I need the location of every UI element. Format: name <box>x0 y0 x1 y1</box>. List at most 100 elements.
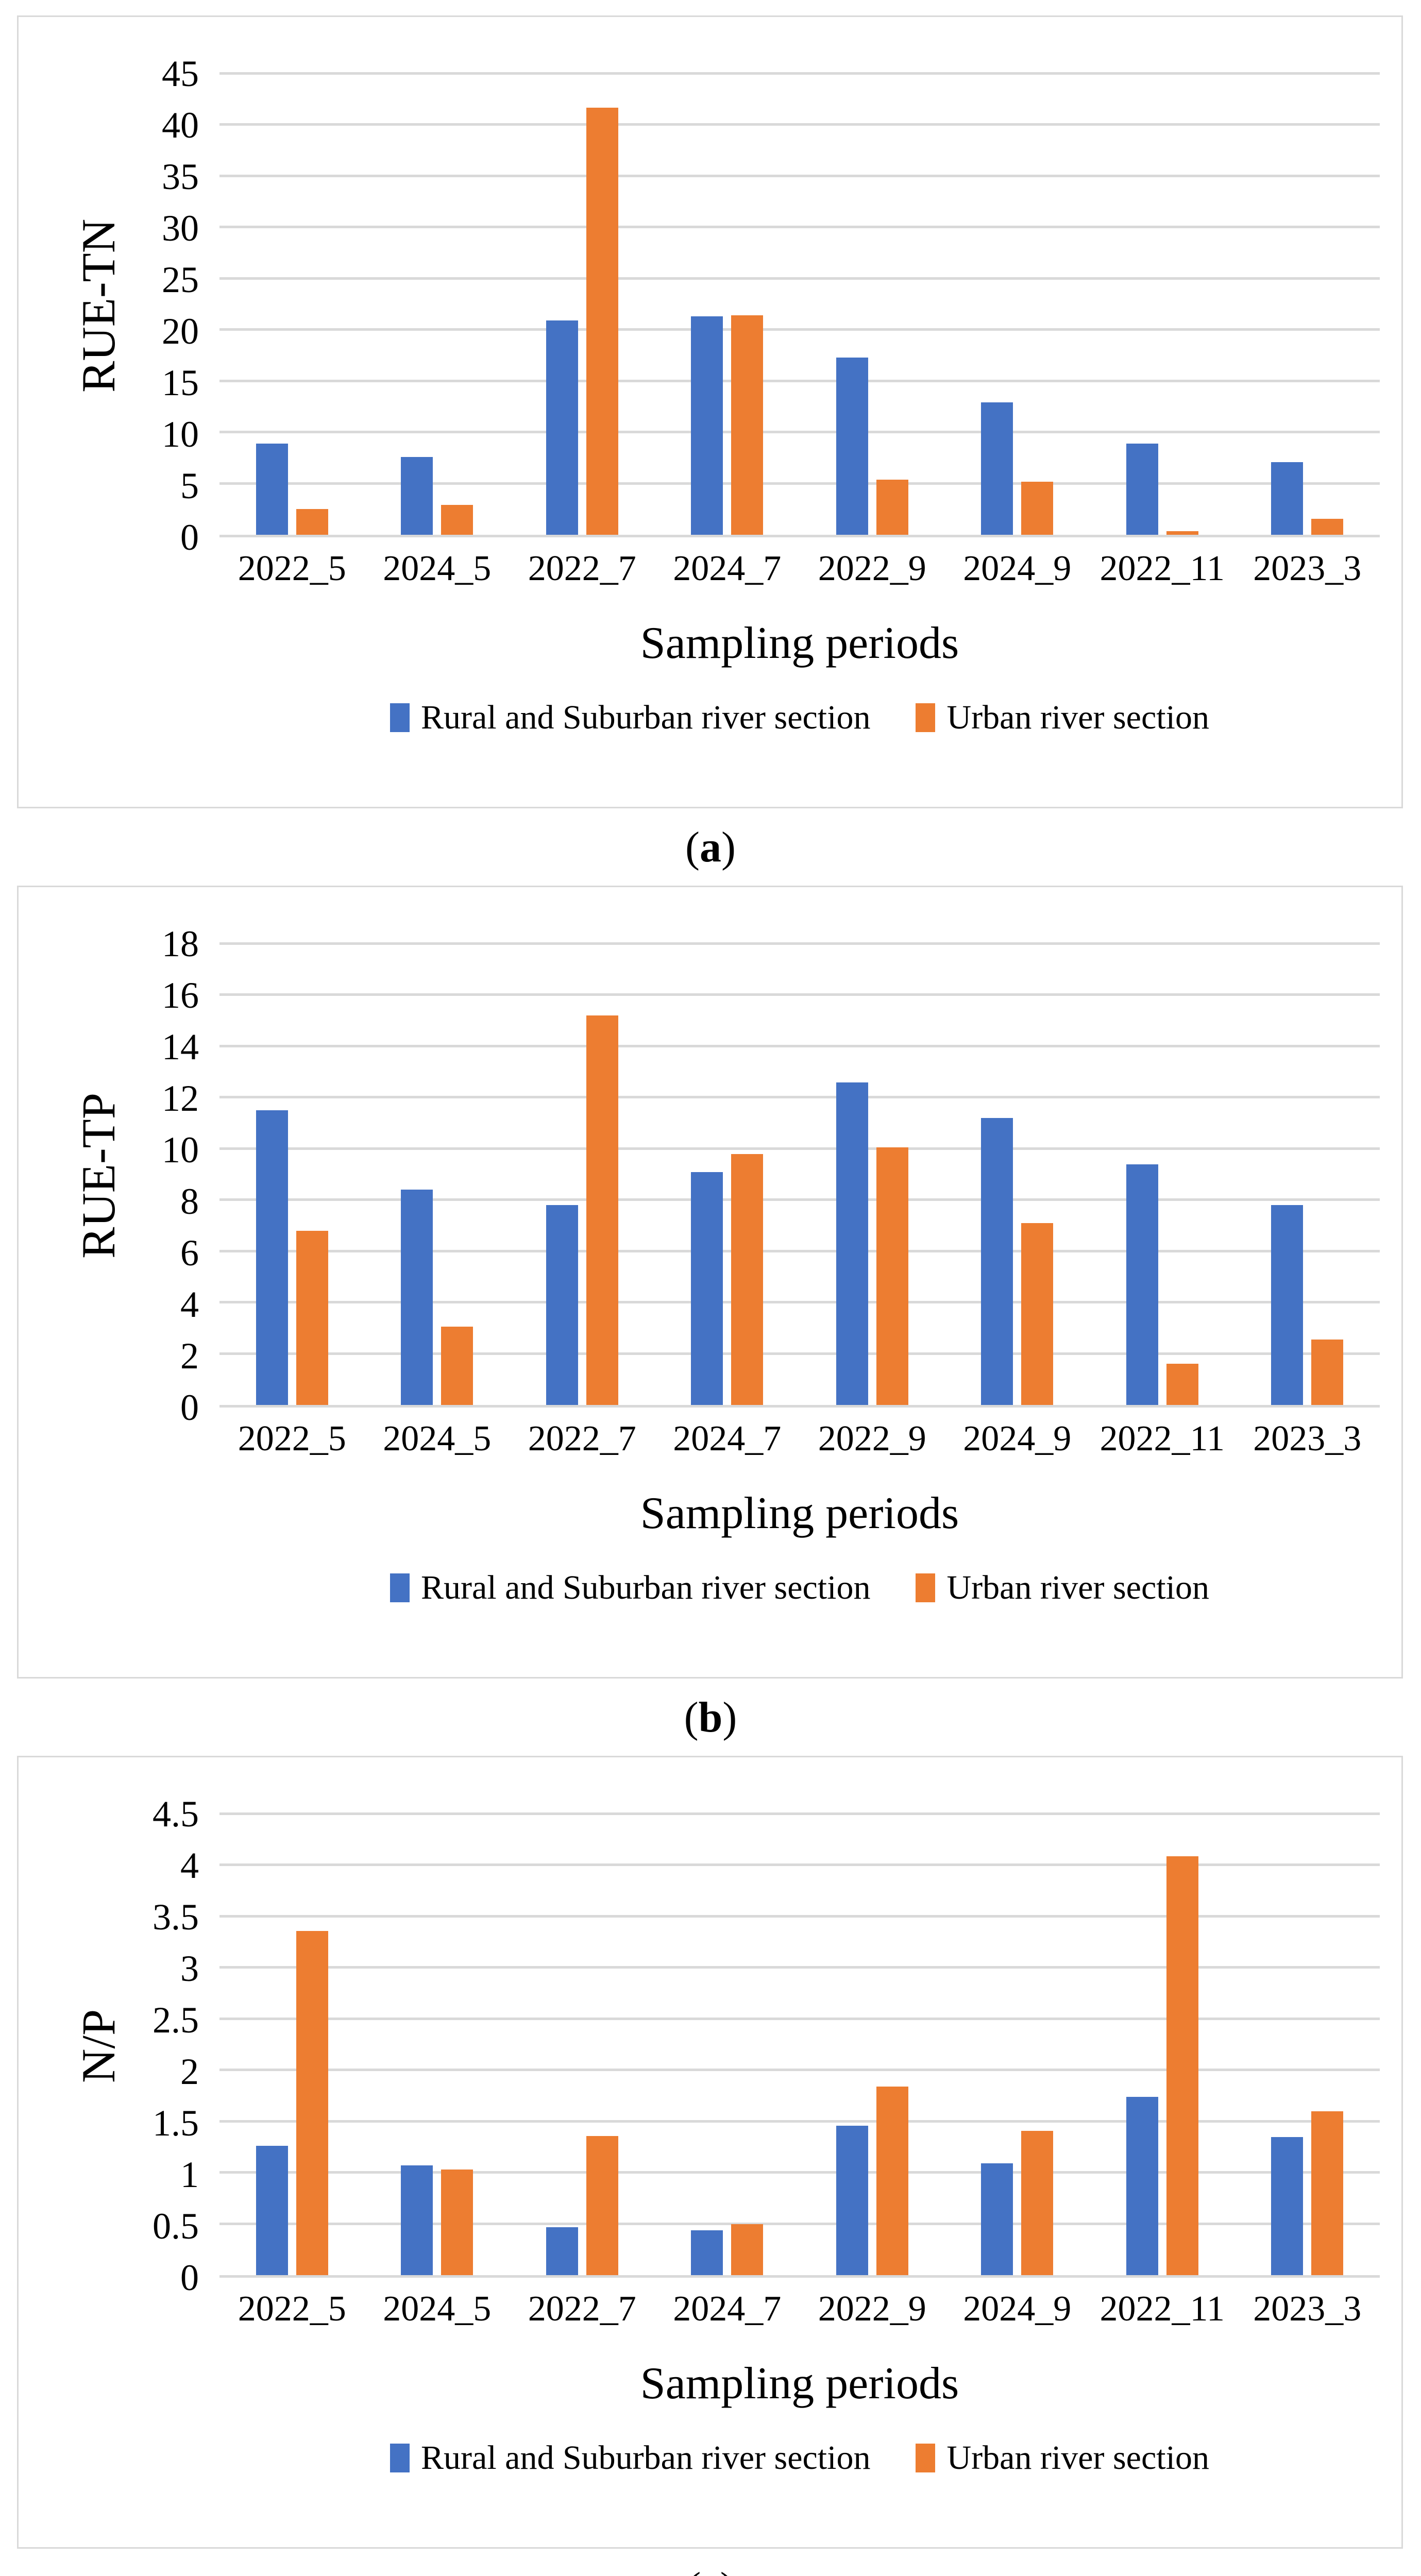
figure-caption-a: (a) <box>0 808 1421 886</box>
y-tick-label: 0 <box>180 2257 199 2298</box>
bar-urban <box>441 1327 473 1405</box>
caption-letter: a <box>700 823 721 871</box>
y-tick-label: 1.5 <box>153 2103 199 2144</box>
y-tick-label: 3 <box>180 1948 199 1990</box>
bar-group <box>1235 74 1380 535</box>
plot-area <box>219 942 1380 1408</box>
x-tick-label: 2022_5 <box>238 549 346 588</box>
gridline <box>219 2120 1380 2123</box>
legend-swatch <box>390 1573 410 1602</box>
bar-group <box>945 1814 1090 2275</box>
x-axis-tick-labels: 2022_5 2024_5 2022_7 2024_7 2022_9 2024_9 2022… <box>219 2278 1380 2342</box>
y-tick-label: 0 <box>180 517 199 558</box>
bar-group <box>510 944 655 1405</box>
y-tick-label: 45 <box>162 53 199 94</box>
gridline <box>219 942 1380 945</box>
bar-group <box>1090 1814 1235 2275</box>
y-tick-label: 40 <box>162 105 199 146</box>
gridline <box>219 482 1380 485</box>
bar-group <box>365 74 510 535</box>
y-tick-label: 14 <box>162 1026 199 1067</box>
bar-group <box>945 944 1090 1405</box>
bar-rural-suburban <box>691 316 723 535</box>
bar-rural-suburban <box>401 2165 433 2275</box>
gridline <box>219 379 1380 382</box>
plot-area-wrap: N/P 0 0.5 1 1.5 2 2.5 3 3.5 4 4.5 <box>19 1757 1401 2296</box>
x-tick-label: 2022_9 <box>818 549 926 588</box>
x-axis-tick-labels: 2022_5 2024_5 2022_7 2024_7 2022_9 2024_9 2022… <box>219 537 1380 602</box>
figure-caption-c: (c) <box>0 2549 1421 2576</box>
bar-rural-suburban <box>401 1190 433 1405</box>
legend-item-rural-suburban: Rural and Suburban river section <box>390 2438 870 2478</box>
chart-panel-b: RUE-TP 0 2 4 6 8 10 12 14 16 18 2022_5 2024_5 2022_… <box>17 886 1403 1679</box>
gridline <box>219 1301 1380 1304</box>
bar-urban <box>296 1930 328 2275</box>
y-tick-label: 2 <box>180 1335 199 1377</box>
y-tick-label: 12 <box>162 1078 199 1120</box>
gridline <box>219 1147 1380 1150</box>
legend-label: Urban river section <box>946 1569 1209 1606</box>
caption-letter: b <box>698 1693 723 1741</box>
y-tick-label: 8 <box>180 1181 199 1222</box>
caption-paren: ( <box>686 2563 701 2576</box>
legend-swatch <box>390 2444 410 2472</box>
bar-group <box>1090 74 1235 535</box>
y-axis-ticks: 0 0.5 1 1.5 2 2.5 3 3.5 4 4.5 <box>129 1795 199 2296</box>
gridline <box>219 72 1380 75</box>
x-tick-label: 2023_3 <box>1253 1419 1362 1459</box>
y-tick-label: 0 <box>180 1387 199 1428</box>
x-tick-label: 2024_9 <box>963 2289 1072 2329</box>
bar-rural-suburban <box>546 1205 578 1405</box>
y-tick-label: 25 <box>162 259 199 300</box>
bar-urban <box>876 1147 908 1405</box>
x-tick-label: 2024_7 <box>673 549 782 588</box>
bars-layer <box>219 74 1380 535</box>
bar-urban <box>586 2136 618 2275</box>
bar-group <box>510 1814 655 2275</box>
bar-rural-suburban <box>401 456 433 535</box>
legend-label: Urban river section <box>946 699 1209 736</box>
x-axis-title: Sampling periods <box>640 1488 959 1538</box>
legend-swatch <box>916 1573 936 1602</box>
bar-rural-suburban <box>1271 462 1304 535</box>
gridline <box>219 1096 1380 1099</box>
bar-group <box>800 944 945 1405</box>
y-tick-label: 30 <box>162 208 199 249</box>
x-tick-label: 2024_5 <box>383 549 492 588</box>
chart-legend: Rural and Suburban river section Urban ri… <box>219 684 1380 751</box>
legend-item-urban: Urban river section <box>916 1568 1209 1607</box>
y-tick-label: 15 <box>162 362 199 404</box>
bar-rural-suburban <box>1126 2096 1158 2275</box>
gridline <box>219 993 1380 996</box>
x-tick-label: 2022_5 <box>238 2289 346 2329</box>
y-axis-ticks: 0 2 4 6 8 10 12 14 16 18 <box>129 925 199 1426</box>
x-tick-label: 2022_9 <box>818 1419 926 1459</box>
bar-rural-suburban <box>981 2163 1013 2275</box>
bar-group <box>800 1814 945 2275</box>
bar-rural-suburban <box>691 2230 723 2275</box>
bar-group <box>365 1814 510 2275</box>
bar-urban <box>1166 1364 1198 1405</box>
bar-rural-suburban <box>691 1172 723 1405</box>
y-tick-label: 18 <box>162 923 199 964</box>
bar-urban <box>731 315 764 535</box>
caption-paren: ) <box>720 2563 735 2576</box>
bar-rural-suburban <box>836 357 868 535</box>
gridline <box>219 1966 1380 1969</box>
figure-caption-b: (b) <box>0 1679 1421 1756</box>
bar-rural-suburban <box>981 402 1013 535</box>
legend-swatch <box>916 703 936 732</box>
x-tick-label: 2024_9 <box>963 1419 1072 1459</box>
y-tick-label: 1 <box>180 2154 199 2195</box>
gridline <box>219 1352 1380 1355</box>
chart-panel-c: N/P 0 0.5 1 1.5 2 2.5 3 3.5 4 4.5 2022_5 2024_5 202… <box>17 1756 1403 2549</box>
gridline <box>219 226 1380 229</box>
gridline <box>219 2171 1380 2174</box>
bar-rural-suburban <box>1271 2137 1304 2275</box>
bar-urban <box>731 1154 764 1405</box>
bars-layer <box>219 1814 1380 2275</box>
legend-swatch <box>390 703 410 732</box>
x-axis-title: Sampling periods <box>640 2358 959 2409</box>
bar-group <box>219 74 365 535</box>
plot-area <box>219 72 1380 537</box>
